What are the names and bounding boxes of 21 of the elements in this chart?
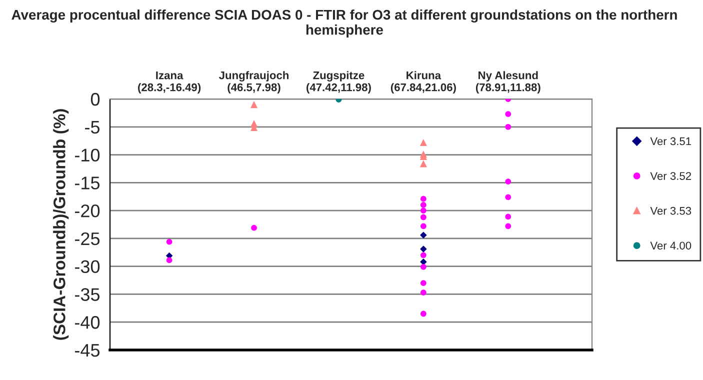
y-tick-label: -35 [74, 288, 100, 301]
x-tick-label: Zugspitze (47.42,11.98) [306, 71, 371, 94]
y-tick-label: -30 [74, 260, 100, 274]
y-tick-label: -45 [74, 344, 100, 357]
y-tick-label: -25 [74, 232, 100, 246]
chart-title: Average procentual difference SCIA DOAS 0 - FTIR for O3 at different groundstations on the northern hemisphere [12, 10, 677, 38]
y-tick-label: -20 [74, 204, 100, 218]
x-tick-label: Jungfraujoch (46.5,7.98) [218, 71, 289, 94]
x-tick-label: Ny Alesund (78.91,11.88) [476, 71, 540, 94]
legend-label: Ver 3.51 [650, 137, 692, 146]
y-axis-title: (SCIA-Groundb)/Groundb (%) [53, 109, 69, 340]
y-tick-label: -10 [74, 148, 100, 162]
y-tick-label: -5 [85, 121, 100, 134]
x-tick-label: Izana (28.3,-16.49) [138, 72, 201, 94]
legend-label: Ver 3.53 [650, 206, 692, 215]
legend-label: Ver 3.52 [650, 172, 692, 180]
y-tick-label: -15 [74, 176, 100, 190]
x-tick-label: Kiruna (67.84,21.06) [390, 71, 456, 94]
legend-label: Ver 4.00 [650, 242, 692, 250]
y-tick-label: 0 [90, 92, 100, 106]
y-tick-label: -40 [74, 316, 100, 329]
